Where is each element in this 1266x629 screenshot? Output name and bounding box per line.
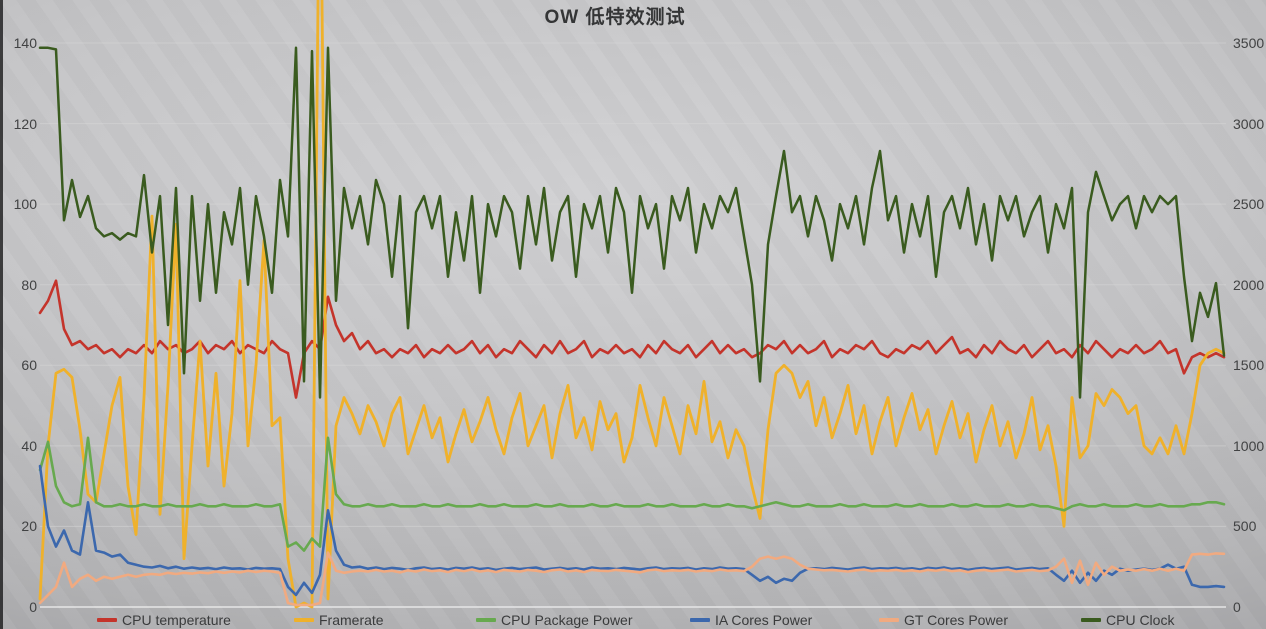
series-line-framerate — [38, 0, 1226, 609]
legend-label: Framerate — [319, 612, 384, 628]
series-line-cpu-clock — [38, 46, 1226, 399]
legend-item-cpu-package-power: CPU Package Power — [476, 611, 633, 629]
right-axis-tick: 1500 — [1233, 357, 1265, 374]
legend-item-cpu-temperature: CPU temperature — [97, 611, 231, 629]
legend: CPU temperature Framerate CPU Package Powe… — [0, 611, 1266, 629]
right-axis-tick: 0 — [1233, 599, 1241, 615]
legend-item-framerate: Framerate — [294, 611, 384, 629]
legend-item-cpu-clock: CPU Clock — [1081, 611, 1174, 629]
legend-item-gt-cores-power: GT Cores Power — [879, 611, 1008, 629]
left-axis-tick: 140 — [13, 35, 37, 51]
legend-swatch — [294, 618, 314, 622]
legend-swatch — [690, 618, 710, 622]
right-axis-tick: 1000 — [1233, 437, 1265, 454]
chart-title: OW 低特效测试 — [544, 7, 686, 28]
legend-swatch — [879, 618, 899, 622]
right-axis-tick: 500 — [1233, 518, 1257, 535]
legend-swatch — [476, 618, 496, 622]
right-axis-tick: 2500 — [1233, 196, 1265, 213]
right-axis-tick: 2000 — [1233, 276, 1265, 293]
legend-swatch — [97, 618, 117, 622]
left-axis-tick: 100 — [13, 196, 37, 213]
legend-item-ia-cores-power: IA Cores Power — [690, 611, 812, 629]
legend-swatch — [1081, 618, 1101, 622]
series-line-cpu-package-power — [38, 436, 1226, 552]
legend-label: IA Cores Power — [715, 612, 813, 628]
series-line-cpu-temperature — [38, 279, 1226, 399]
left-axis-tick: 40 — [21, 437, 37, 454]
series-line-ia-cores-power — [38, 464, 1226, 597]
left-axis-tick: 20 — [21, 518, 37, 535]
series-line-gt-cores-power — [38, 551, 1226, 607]
right-axis-tick: 3500 — [1233, 35, 1265, 51]
left-axis-tick: 120 — [13, 115, 37, 132]
left-axis-tick: 60 — [21, 357, 37, 374]
legend-label: GT Cores Power — [904, 612, 1008, 628]
right-axis-tick: 3000 — [1233, 115, 1265, 132]
left-axis-tick: 80 — [21, 276, 37, 293]
left-axis-tick: 0 — [29, 599, 37, 615]
legend-label: CPU temperature — [122, 612, 231, 628]
legend-label: CPU Package Power — [501, 612, 633, 628]
legend-label: CPU Clock — [1106, 612, 1175, 628]
